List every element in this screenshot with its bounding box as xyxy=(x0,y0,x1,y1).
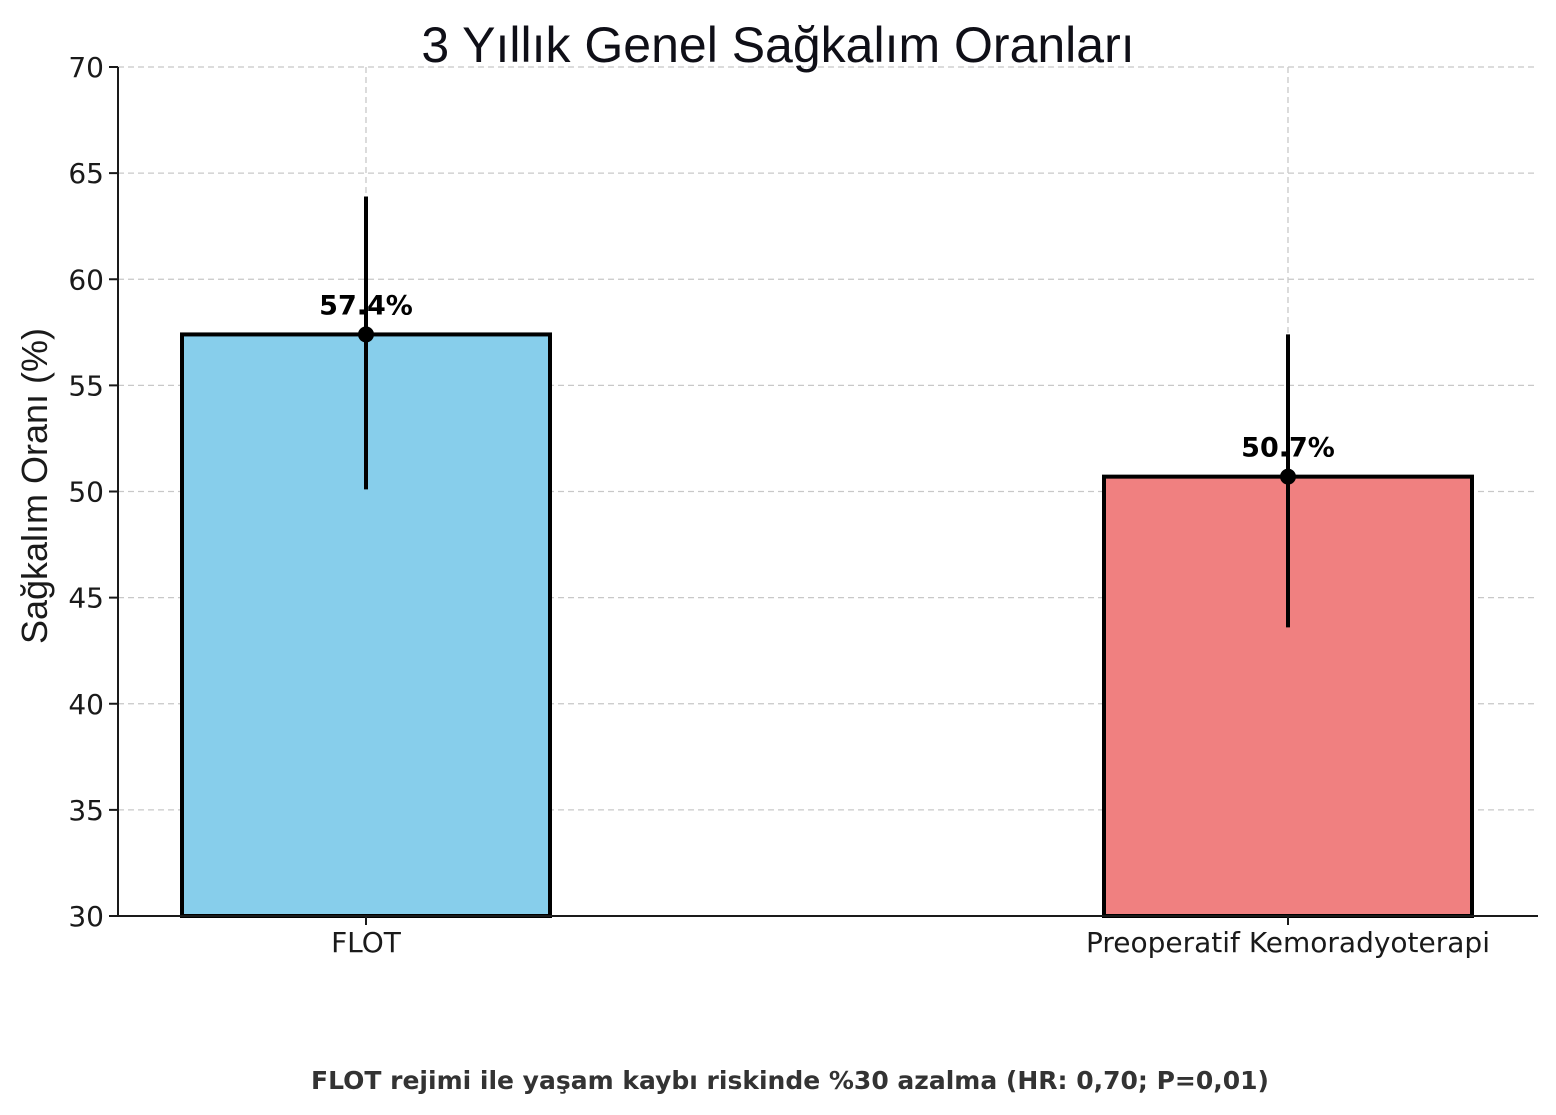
tick-labels: 30 35 40 45 50 55 60 65 70 FLOT Preoperatif Kemora… xyxy=(68,51,1490,959)
y-tick-label: 70 xyxy=(68,51,104,84)
y-axis-label: Sağkalım Oranı (%) xyxy=(14,328,55,644)
value-label: 50.7% xyxy=(1241,433,1335,464)
y-tick-label: 50 xyxy=(68,476,104,509)
bars xyxy=(180,332,1474,918)
error-bars xyxy=(358,196,1296,628)
chart-title: 3 Yıllık Genel Sağkalım Oranları xyxy=(421,17,1134,73)
y-tick-label: 60 xyxy=(68,263,104,296)
y-tick-label: 55 xyxy=(68,369,104,402)
y-tick-label: 45 xyxy=(68,582,104,615)
annotation-footnote: FLOT rejimi ile yaşam kaybı riskinde %30… xyxy=(311,1066,1269,1095)
x-tick-label: FLOT xyxy=(331,926,402,959)
value-point xyxy=(1280,468,1296,485)
value-label: 57.4% xyxy=(319,290,413,321)
y-tick-label: 40 xyxy=(68,688,104,721)
y-tick-label: 65 xyxy=(68,157,104,190)
y-tick-label: 30 xyxy=(68,900,104,933)
x-tick-label: Preoperatif Kemoradyoterapi xyxy=(1086,926,1490,959)
value-labels: 57.4% 50.7% xyxy=(319,290,1335,463)
value-point xyxy=(358,326,374,343)
y-tick-label: 35 xyxy=(68,794,104,827)
